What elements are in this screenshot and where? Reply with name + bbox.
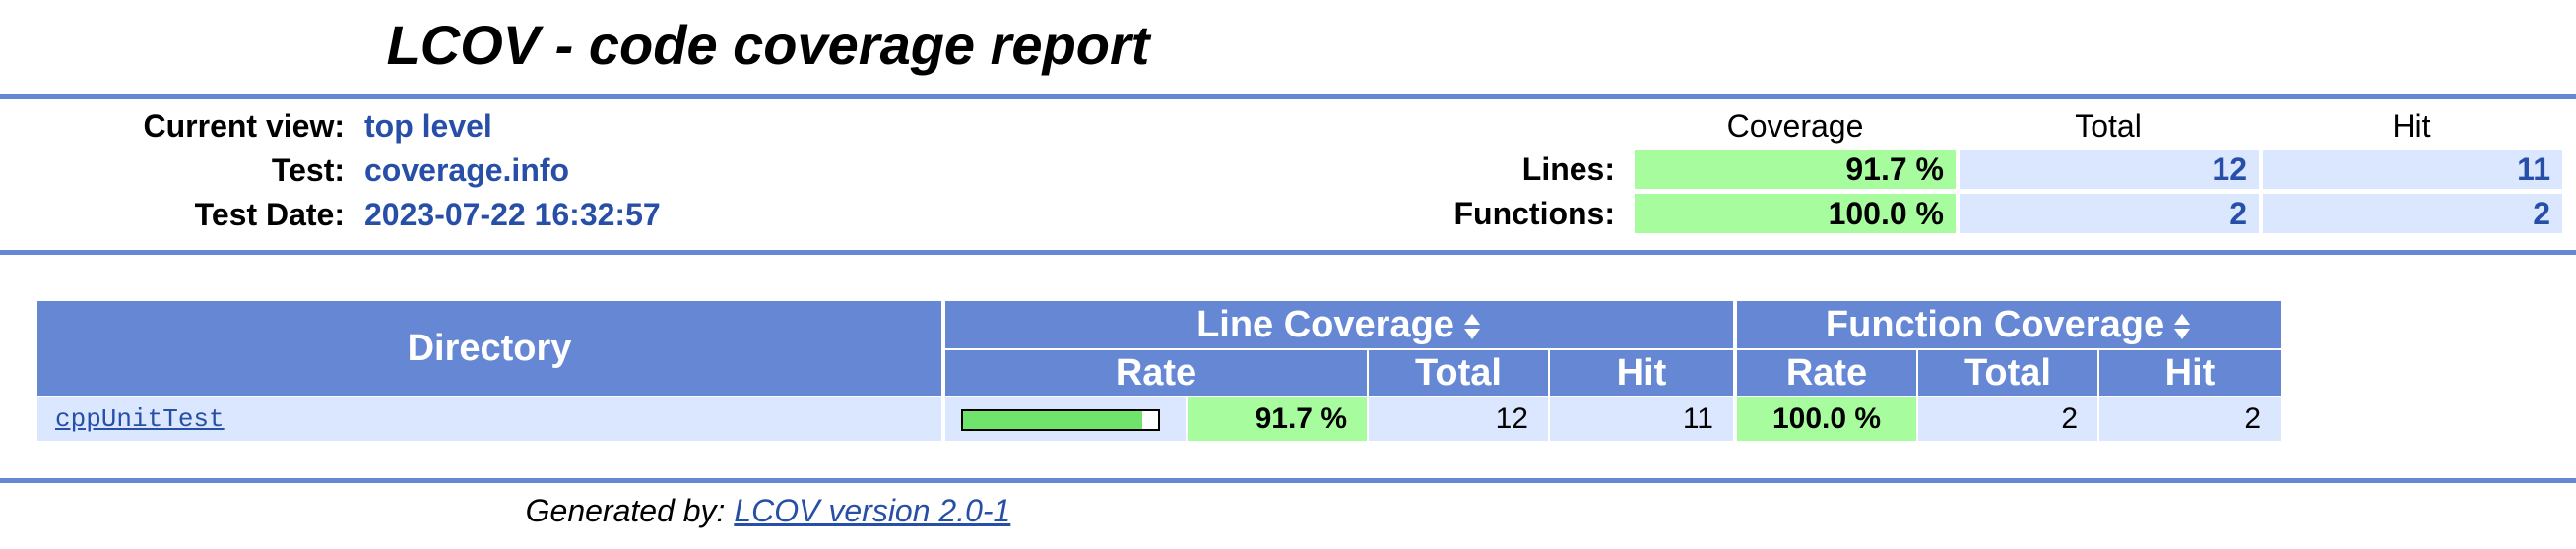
summary-lines-total: 12 — [1960, 150, 2259, 189]
page-title: LCOV - code coverage report — [386, 14, 1150, 76]
line-coverage-bar-fill — [963, 411, 1142, 429]
func-hit-header: Hit — [2099, 350, 2281, 396]
line-rate-value: 91.7 % — [1188, 397, 1367, 441]
sort-icon[interactable] — [2172, 312, 2192, 341]
line-total-value: 12 — [1369, 397, 1548, 441]
func-hit-value: 2 — [2099, 397, 2281, 441]
summary-lines-label: Lines: — [1521, 152, 1615, 187]
func-rate-header: Rate — [1737, 350, 1916, 396]
line-rate-header: Rate — [945, 350, 1367, 396]
current-view-link[interactable]: top level — [364, 108, 492, 144]
test-date-label: Test Date: — [194, 197, 345, 232]
middle-ruler — [0, 250, 2576, 255]
summary-hit-header: Hit — [2392, 108, 2431, 144]
directory-header: Directory — [37, 301, 941, 396]
generated-by-label: Generated by: — [525, 493, 726, 528]
bottom-ruler — [0, 478, 2576, 483]
function-coverage-header[interactable]: Function Coverage — [1737, 301, 2281, 348]
lcov-version-link[interactable]: LCOV version 2.0-1 — [734, 493, 1011, 528]
test-date-value: 2023-07-22 16:32:57 — [364, 197, 661, 232]
line-hit-value: 11 — [1550, 397, 1733, 441]
sort-icon[interactable] — [1462, 312, 1482, 341]
func-rate-value: 100.0 % — [1737, 397, 1916, 441]
current-view-label: Current view: — [143, 108, 345, 144]
summary-lines-coverage: 91.7 % — [1635, 150, 1956, 189]
summary-functions-hit: 2 — [2263, 194, 2562, 233]
summary-functions-total: 2 — [1960, 194, 2259, 233]
top-ruler — [0, 94, 2576, 99]
line-coverage-header-label: Line Coverage — [1196, 304, 1454, 345]
func-total-header: Total — [1918, 350, 2097, 396]
summary-lines-hit: 11 — [2263, 150, 2562, 189]
line-coverage-bar — [961, 409, 1160, 431]
summary-coverage-header: Coverage — [1726, 108, 1864, 144]
line-hit-header: Hit — [1550, 350, 1733, 396]
test-value: coverage.info — [364, 152, 570, 188]
function-coverage-header-label: Function Coverage — [1825, 304, 2165, 345]
footer: Generated by: LCOV version 2.0-1 — [0, 486, 1536, 535]
test-label: Test: — [271, 152, 345, 188]
summary-functions-coverage: 100.0 % — [1635, 194, 1956, 233]
line-total-header: Total — [1369, 350, 1548, 396]
summary-total-header: Total — [2075, 108, 2142, 144]
directory-link[interactable]: cppUnitTest — [37, 397, 941, 441]
line-coverage-header[interactable]: Line Coverage — [945, 301, 1733, 348]
summary-functions-label: Functions: — [1453, 196, 1615, 231]
func-total-value: 2 — [1918, 397, 2097, 441]
